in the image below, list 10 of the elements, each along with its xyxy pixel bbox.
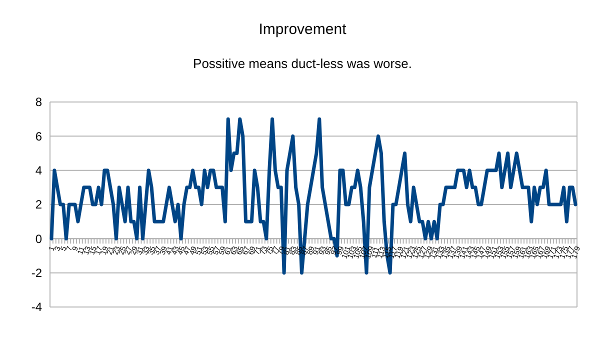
chart-subtitle: Possitive means duct-less was worse.: [193, 56, 412, 71]
y-tick-label: -2: [31, 266, 42, 280]
line-series: [50, 117, 578, 275]
y-tick-label: 0: [35, 232, 42, 246]
y-tick-label: 2: [35, 198, 42, 212]
y-tick-label: 4: [35, 164, 42, 178]
y-tick-label: 8: [35, 95, 42, 110]
y-tick-label: -4: [31, 300, 42, 314]
chart-title: Improvement: [258, 21, 348, 38]
y-tick-label: 6: [35, 129, 42, 144]
